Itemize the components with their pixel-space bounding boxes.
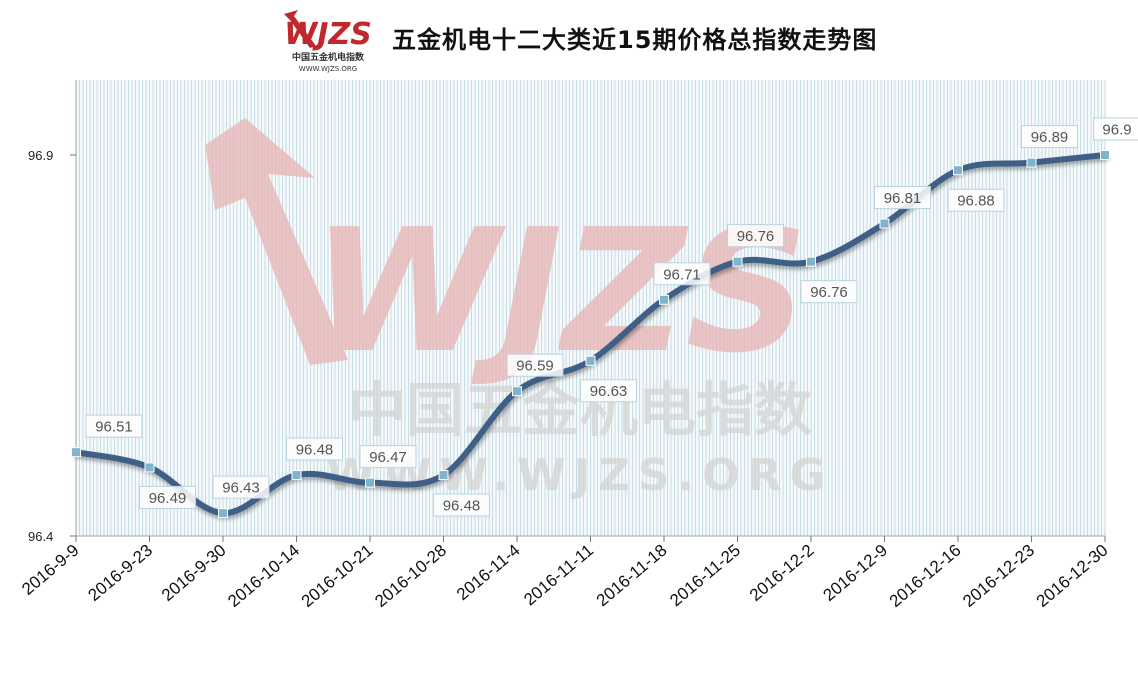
- data-label-box: [212, 475, 270, 499]
- data-point: [585, 355, 596, 366]
- data-label: 96.88: [947, 188, 1005, 212]
- data-point: [659, 294, 669, 305]
- data-point: [291, 470, 302, 481]
- x-tick-labels: 2016-9-9 2016-9-23 2016-9-302016-10-142016…: [18, 541, 1111, 611]
- data-point: [218, 508, 228, 519]
- chart-title: 五金机电十二大类近15期价格总指数走势图: [392, 26, 878, 54]
- y-tick-label: 96.9: [28, 148, 53, 163]
- data-point: [144, 462, 155, 473]
- data-label-box: [85, 414, 143, 438]
- data-label-text: 96.76: [737, 228, 775, 245]
- data-point: [1100, 150, 1110, 160]
- data-label-text: 96.89: [1031, 129, 1069, 146]
- data-label: 96.43: [212, 475, 270, 499]
- data-label: 96.49: [139, 485, 196, 509]
- data-label-text: 96.63: [590, 383, 628, 400]
- watermark-arrow-icon: [205, 118, 348, 365]
- x-tick-label: 2016-12-30: [1033, 541, 1112, 611]
- x-tick-label: 2016-12-16: [886, 541, 965, 611]
- x-tick-label: 2016-10-21: [298, 541, 377, 611]
- data-point: [953, 165, 963, 176]
- data-label-text: 96.49: [149, 490, 187, 507]
- data-label-box: [506, 353, 564, 377]
- data-label-text: 96.71: [663, 266, 701, 283]
- data-label: 96.59: [506, 353, 564, 377]
- grid-lines: [75, 80, 1106, 536]
- data-label: 96.48: [286, 437, 343, 461]
- logo-url: WWW.WJZS.ORG: [299, 65, 357, 73]
- data-label-text: 96.43: [222, 480, 260, 497]
- data-label-box: [800, 280, 858, 304]
- data-point: [365, 477, 375, 488]
- data-label-box: [1021, 125, 1078, 149]
- axes: [70, 80, 1106, 542]
- data-label: 96.9: [1093, 117, 1138, 141]
- x-tick-label: 2016-9-9: [18, 541, 82, 599]
- data-label: 96.48: [433, 493, 490, 517]
- data-label-text: 96.88: [957, 193, 995, 210]
- logo-arrow-icon: [284, 10, 316, 48]
- x-tick-label: 2016-12-2: [746, 541, 818, 605]
- data-label: 96.71: [653, 262, 711, 286]
- data-label-box: [653, 262, 711, 286]
- data-label: 96.51: [85, 414, 143, 438]
- y-tick-label: 96.4: [28, 529, 53, 544]
- data-label: 96.76: [727, 224, 784, 248]
- data-point: [512, 386, 522, 397]
- data-label-box: [139, 485, 196, 509]
- x-tick-label: 2016-10-14: [224, 541, 303, 611]
- logo-subtitle: 中国五金机电指数: [292, 51, 365, 63]
- data-label-box: [874, 186, 931, 210]
- x-tick-label: 2016-11-4: [453, 541, 524, 605]
- data-label: 96.81: [874, 186, 931, 210]
- data-labels: 96.51 96.49 96.43 96.48 96.47 96.48 96.59 96.63…: [85, 117, 1138, 517]
- data-label: 96.63: [580, 379, 637, 403]
- data-point: [1026, 157, 1037, 168]
- data-label-box: [433, 493, 490, 517]
- x-tick-label: 2016-12-23: [959, 541, 1038, 611]
- data-label-text: 96.48: [443, 498, 481, 515]
- data-label: 96.76: [800, 280, 858, 304]
- data-point: [732, 256, 743, 267]
- x-tick-label: 2016-10-28: [371, 541, 450, 611]
- data-label-text: 96.48: [296, 442, 334, 459]
- data-label-text: 96.9: [1102, 122, 1131, 139]
- data-label: 96.89: [1021, 125, 1078, 149]
- data-label-box: [947, 188, 1005, 212]
- x-tick-label: 2016-11-11: [520, 541, 597, 610]
- data-point: [879, 218, 890, 229]
- x-tick-label: 2016-11-25: [666, 541, 744, 611]
- y-tick-labels: 96.4 96.9: [28, 148, 53, 544]
- logo-text: WJZS: [284, 17, 372, 52]
- x-tick-label: 2016-12-9: [819, 541, 891, 605]
- data-label-box: [1093, 117, 1138, 141]
- data-label-text: 96.51: [95, 419, 133, 436]
- data-label-box: [286, 437, 343, 461]
- watermark: WJZS 中国五金机电指数 WWW.WJZS.ORG: [205, 118, 826, 501]
- data-point: [71, 447, 81, 458]
- data-point: [438, 470, 449, 481]
- data-label-box: [359, 445, 417, 469]
- data-label-text: 96.59: [516, 358, 554, 375]
- data-label-text: 96.47: [369, 449, 407, 466]
- x-tick-label: 2016-11-18: [593, 541, 671, 611]
- brand-logo: WJZS 中国五金机电指数 WWW.WJZS.ORG: [272, 6, 382, 76]
- data-label-box: [727, 224, 784, 248]
- series-markers: [71, 150, 1110, 519]
- data-point: [806, 256, 816, 267]
- data-label-box: [580, 379, 637, 403]
- data-label-text: 96.81: [884, 190, 922, 207]
- x-tick-label: 2016-9-30: [158, 541, 230, 605]
- data-label-text: 96.76: [810, 284, 848, 301]
- x-tick-label: 2016-9-23: [84, 541, 156, 605]
- data-label: 96.47: [359, 445, 417, 469]
